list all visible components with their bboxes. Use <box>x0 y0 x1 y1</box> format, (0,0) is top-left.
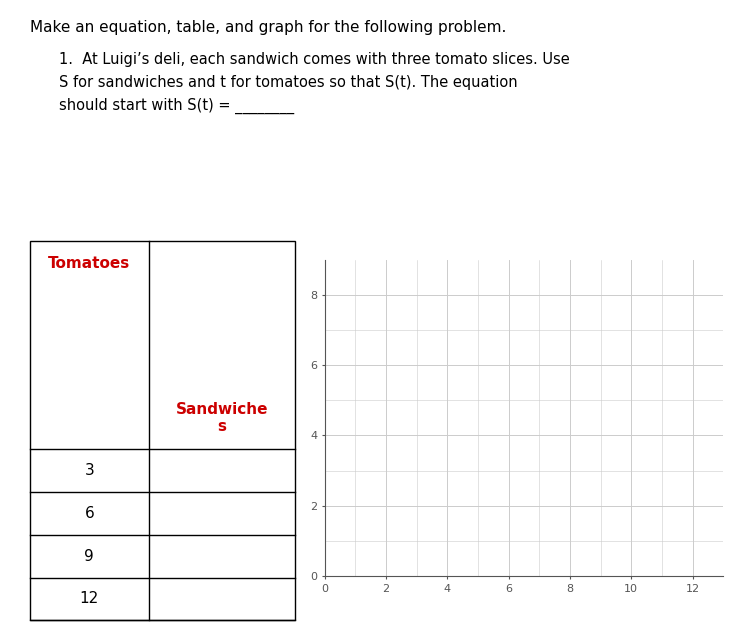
Text: Make an equation, table, and graph for the following problem.: Make an equation, table, and graph for t… <box>30 20 506 35</box>
Text: 3: 3 <box>84 463 94 479</box>
Text: should start with S(t) = ________: should start with S(t) = ________ <box>59 97 294 114</box>
Text: S for sandwiches and t for tomatoes so that S(t). The equation: S for sandwiches and t for tomatoes so t… <box>59 75 517 90</box>
Text: Sandwiche
s: Sandwiche s <box>176 402 269 434</box>
Text: 9: 9 <box>84 549 94 564</box>
Text: Tomatoes: Tomatoes <box>48 256 131 271</box>
Text: 12: 12 <box>80 591 99 606</box>
Text: 1.  At Luigi’s deli, each sandwich comes with three tomato slices. Use: 1. At Luigi’s deli, each sandwich comes … <box>59 52 570 67</box>
Text: 6: 6 <box>84 506 94 521</box>
